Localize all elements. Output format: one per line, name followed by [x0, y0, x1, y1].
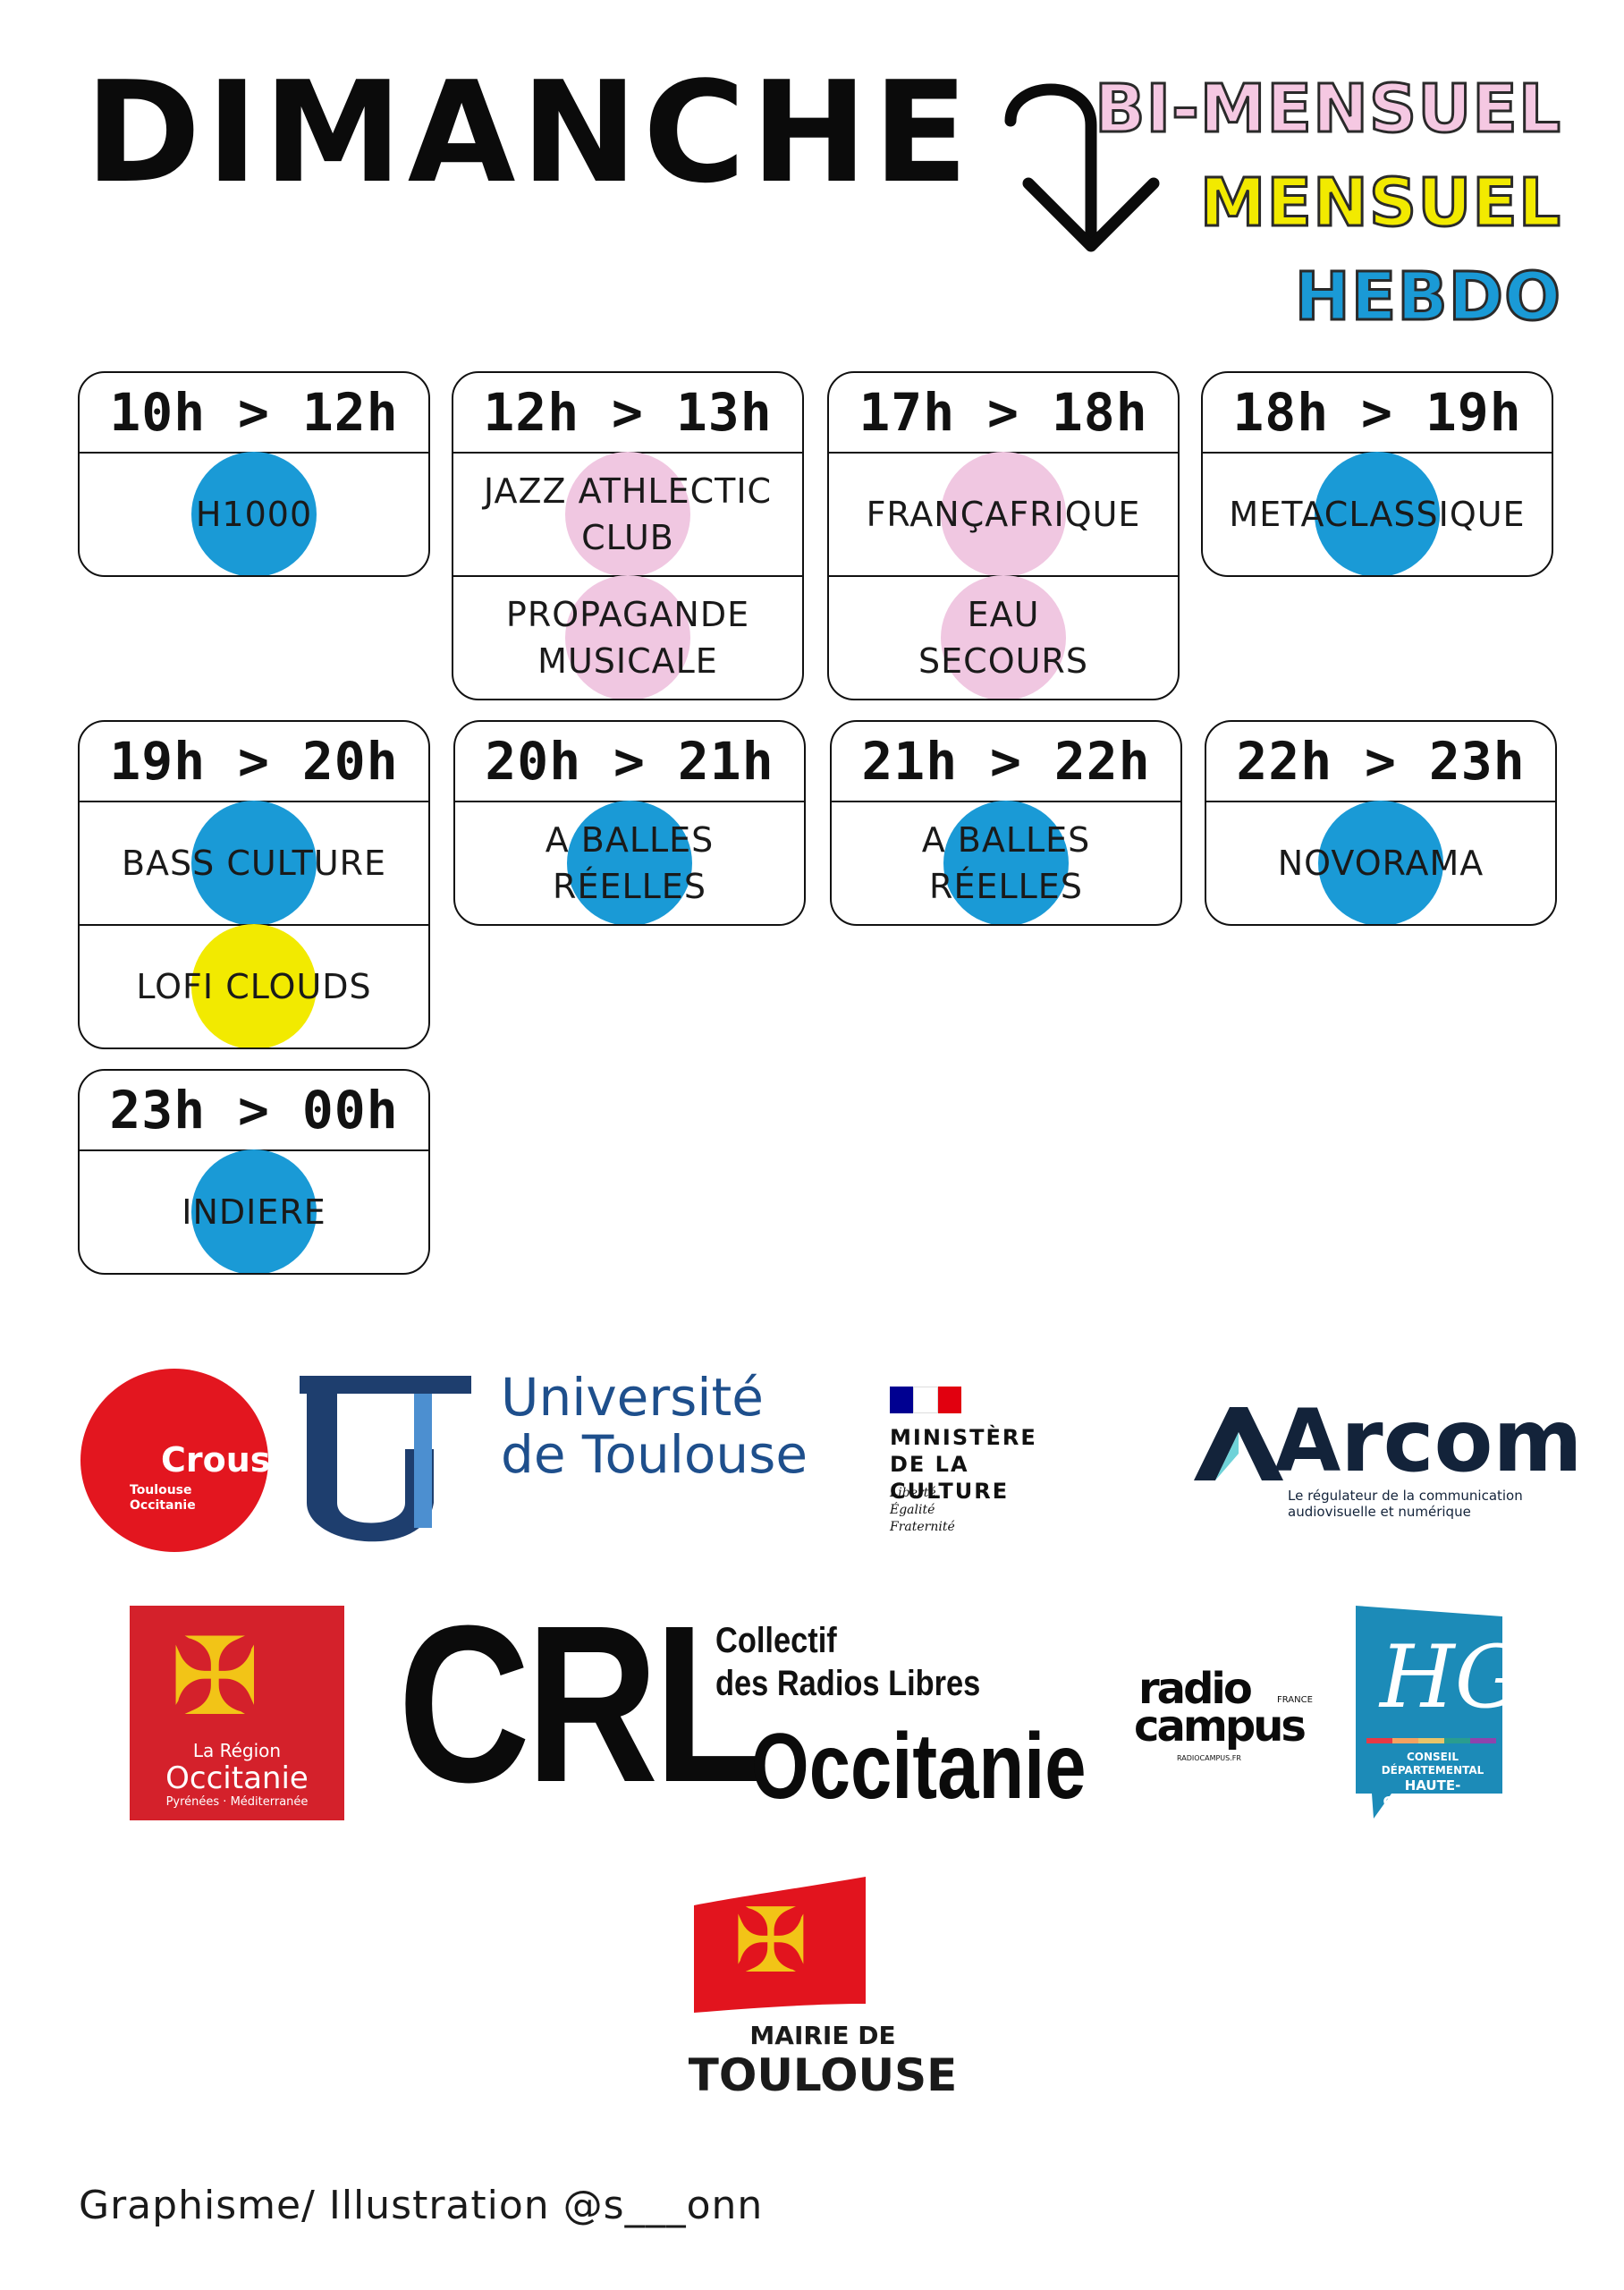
hg-badge-shape [1356, 1606, 1502, 1819]
frequency-dot [1318, 801, 1443, 924]
time-slot-19h-20h: 19h > 20h BASS CULTURE LOFI CLOUDS [78, 720, 430, 1049]
show-label: BASS CULTURE [121, 844, 387, 883]
ut-emblem [300, 1376, 471, 1542]
hg-color-bar [1366, 1738, 1496, 1743]
show-item: METACLASSIQUE [1203, 452, 1552, 575]
frequency-dot [943, 801, 1069, 924]
frequency-dot [191, 452, 317, 575]
frequency-dot [1315, 452, 1440, 575]
time-slot-10h-12h: 10h > 12h H1000 [78, 371, 430, 577]
slot-time: 10h > 12h [80, 373, 428, 454]
time-slot-21h-22h: 21h > 22h A BALLES RÉELLES [830, 720, 1182, 926]
slot-time: 21h > 22h [832, 722, 1180, 802]
show-item: BASS CULTURE [80, 801, 428, 926]
time-slot-20h-21h: 20h > 21h A BALLES RÉELLES [453, 720, 806, 926]
show-label: EAU SECOURS [918, 595, 1088, 681]
occitan-cross-icon: ✠ [170, 1617, 260, 1737]
slot-time: 20h > 21h [455, 722, 804, 802]
crl-occitanie-logo: CRL Collectif des Radios Libres Occitani… [398, 1579, 1087, 1828]
universite-toulouse-logo: Université de Toulouse [300, 1369, 836, 1556]
mairie-flag-shape [694, 1877, 866, 2013]
show-item: EAU SECOURS [829, 575, 1178, 699]
show-label: FRANÇAFRIQUE [866, 495, 1141, 534]
frequency-dot [941, 575, 1066, 699]
show-item: A BALLES RÉELLES [455, 801, 804, 924]
time-slot-18h-19h: 18h > 19h METACLASSIQUE [1201, 371, 1553, 577]
time-slot-12h-13h: 12h > 13h JAZZ ATHLECTIC CLUB PROPAGANDE… [452, 371, 804, 700]
time-slot-22h-23h: 22h > 23h NOVORAMA [1205, 720, 1557, 926]
arcom-a-icon [1194, 1407, 1283, 1480]
slot-time: 17h > 18h [829, 373, 1178, 454]
show-label: INDIERE [182, 1192, 326, 1232]
show-label: PROPAGANDE MUSICALE [505, 595, 750, 681]
arcom-logo: Arcom Le régulateur de la communication … [1185, 1391, 1583, 1525]
show-label: LOFI CLOUDS [136, 967, 372, 1006]
crous-logo: Crous Toulouse Occitanie [80, 1369, 277, 1552]
legend-hebdo: HEBDO [1293, 259, 1561, 335]
show-item: PROPAGANDE MUSICALE [453, 575, 802, 699]
show-label: A BALLES RÉELLES [921, 820, 1091, 906]
slot-time: 22h > 23h [1206, 722, 1555, 802]
show-label: A BALLES RÉELLES [545, 820, 715, 906]
legend-bi-mensuel: BI-MENSUEL [1094, 71, 1562, 148]
frequency-dot [191, 1149, 317, 1273]
frequency-dot [191, 924, 317, 1047]
frequency-dot [941, 452, 1066, 577]
mairie-toulouse-logo: ✠ MAIRIE DE TOULOUSE [680, 1870, 966, 2102]
arrow-down-icon [1004, 83, 1160, 252]
show-item: A BALLES RÉELLES [832, 801, 1180, 924]
show-label: NOVORAMA [1277, 844, 1484, 883]
occitan-cross-icon: ✠ [733, 1891, 808, 1991]
legend-mensuel: MENSUEL [1198, 165, 1561, 242]
region-occitanie-logo: ✠ La Région Occitanie Pyrénées · Méditer… [130, 1606, 344, 1820]
show-label: JAZZ ATHLECTIC CLUB [483, 471, 773, 557]
show-item: INDIERE [80, 1149, 428, 1273]
show-label: H1000 [195, 495, 313, 534]
page-title: DIMANCHE [85, 51, 974, 214]
haute-garonne-logo: HG CONSEIL DÉPARTEMENTAL HAUTE-GARONNE.F… [1349, 1606, 1523, 1820]
time-slot-17h-18h: 17h > 18h FRANÇAFRIQUE EAU SECOURS [827, 371, 1180, 700]
show-item: JAZZ ATHLECTIC CLUB [453, 452, 802, 577]
slot-time: 23h > 00h [80, 1071, 428, 1151]
slot-time: 19h > 20h [80, 722, 428, 802]
time-slot-23h-00h: 23h > 00h INDIERE [78, 1069, 430, 1275]
marianne-flag-icon [890, 1387, 961, 1413]
ministere-culture-logo: MINISTÈRE DE LA CULTURE Liberté Égalité … [890, 1387, 1095, 1539]
slot-time: 18h > 19h [1203, 373, 1552, 454]
slot-time: 12h > 13h [453, 373, 802, 454]
frequency-dot [565, 452, 690, 577]
show-item: FRANÇAFRIQUE [829, 452, 1178, 577]
frequency-dot [565, 575, 690, 699]
show-item: LOFI CLOUDS [80, 924, 428, 1047]
show-item: H1000 [80, 452, 428, 575]
show-label: METACLASSIQUE [1229, 495, 1526, 534]
radio-campus-logo: radio campus FRANCE RADIOCAMPUS.FR [1134, 1664, 1313, 1762]
frequency-dot [191, 801, 317, 926]
credit-text: Graphisme/ Illustration @s___onn [79, 2183, 764, 2228]
frequency-dot [567, 801, 692, 924]
show-item: NOVORAMA [1206, 801, 1555, 924]
